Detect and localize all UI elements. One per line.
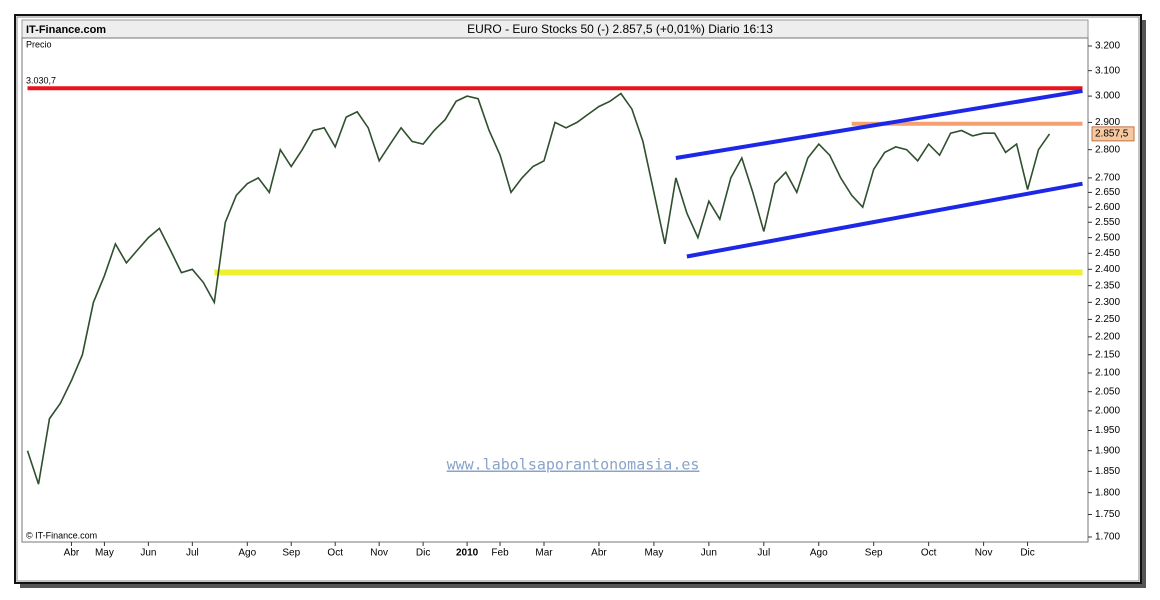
x-tick-label: Abr [64,548,80,559]
y-tick-label: 3.200 [1095,41,1120,52]
x-tick-label: Nov [370,548,388,559]
y-tick-label: 1.800 [1095,487,1120,498]
x-tick-label: May [95,548,114,559]
x-tick-label: Jul [757,548,770,559]
y-tick-label: 2.900 [1095,117,1120,128]
price-line [26,92,1051,485]
x-tick-label: Mar [535,548,553,559]
y-tick-label: 1.750 [1095,509,1120,520]
frame-inner [16,16,1140,582]
x-tick-label: Ago [238,548,256,559]
y-tick-label: 2.500 [1095,232,1120,243]
line-label: 3.030,7 [26,76,56,86]
y-tick-label: 1.900 [1095,445,1120,456]
y-tick-label: 2.300 [1095,297,1120,308]
last-price-label: 2.857,5 [1095,129,1129,140]
x-tick-label: May [644,548,663,559]
y-tick-label: 3.000 [1095,91,1120,102]
x-tick-label: 2010 [456,548,479,559]
y-tick-label: 1.950 [1095,425,1120,436]
y-tick-label: 2.000 [1095,405,1120,416]
y-tick-label: 2.550 [1095,217,1120,228]
y-tick-label: 2.350 [1095,280,1120,291]
y-tick-label: 2.400 [1095,264,1120,275]
copyright: © IT-Finance.com [26,530,97,540]
y-tick-label: 2.650 [1095,187,1120,198]
x-tick-label: Feb [491,548,509,559]
x-tick-label: Jul [186,548,199,559]
y-tick-label: 2.450 [1095,248,1120,259]
y-tick-label: 2.250 [1095,314,1120,325]
y-tick-label: 1.850 [1095,466,1120,477]
last-price-box [1091,126,1135,142]
watermark: www.labolsaporantonomasia.es [447,456,700,474]
y-tick-label: 2.200 [1095,331,1120,342]
y-tick-label: 2.600 [1095,202,1120,213]
chart-title: EURO - Euro Stocks 50 (-) 2.857,5 (+0,01… [467,22,773,36]
x-tick-label: Sep [282,548,300,559]
x-tick-label: Abr [591,548,607,559]
y-tick-label: 2.800 [1095,144,1120,155]
trend-line [675,88,1083,160]
y-tick-label: 2.050 [1095,386,1120,397]
x-tick-label: Dic [1020,548,1034,559]
x-tick-label: Ago [810,548,828,559]
y-tick-label: 2.700 [1095,173,1120,184]
y-tick-label: 2.100 [1095,368,1120,379]
site-name: IT-Finance.com [26,24,106,36]
y-tick-label: 3.100 [1095,65,1120,76]
x-tick-label: Nov [975,548,993,559]
x-tick-label: Oct [327,548,343,559]
x-tick-label: Dic [416,548,430,559]
x-tick-label: Jun [140,548,156,559]
y-axis-label: Precio [26,39,52,49]
y-tick-label: 2.150 [1095,349,1120,360]
trend-line [686,181,1083,259]
x-tick-label: Sep [865,548,883,559]
x-tick-label: Oct [921,548,937,559]
y-tick-label: 1.700 [1095,532,1120,543]
x-tick-label: Jun [701,548,717,559]
